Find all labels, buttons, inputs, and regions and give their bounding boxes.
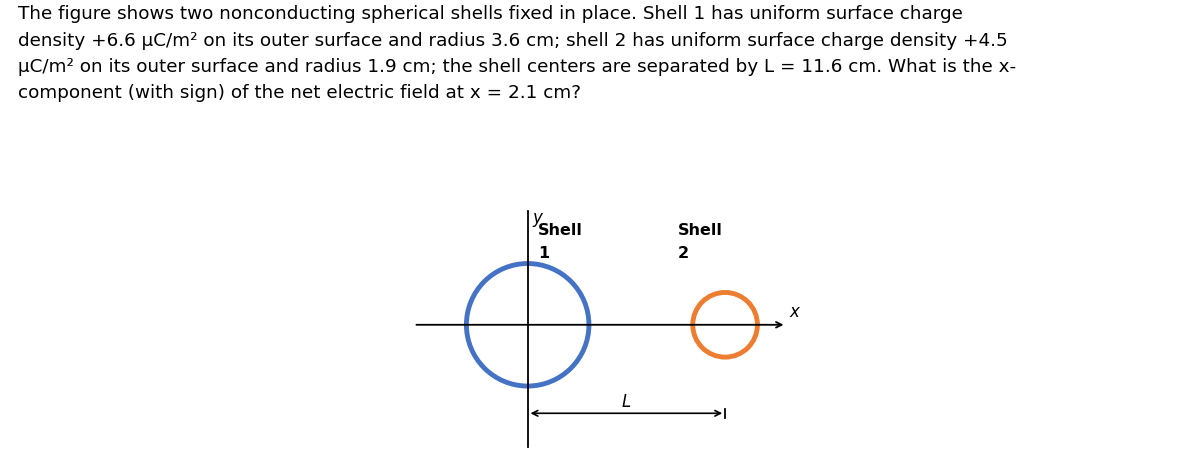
Text: Shell: Shell bbox=[678, 223, 722, 238]
Text: 1: 1 bbox=[538, 246, 550, 261]
Text: y: y bbox=[533, 209, 542, 227]
Text: L: L bbox=[622, 393, 631, 411]
Text: The figure shows two nonconducting spherical shells fixed in place. Shell 1 has : The figure shows two nonconducting spher… bbox=[18, 5, 1016, 102]
Text: x: x bbox=[790, 303, 799, 320]
Text: Shell: Shell bbox=[538, 223, 583, 238]
Text: 2: 2 bbox=[678, 246, 689, 261]
